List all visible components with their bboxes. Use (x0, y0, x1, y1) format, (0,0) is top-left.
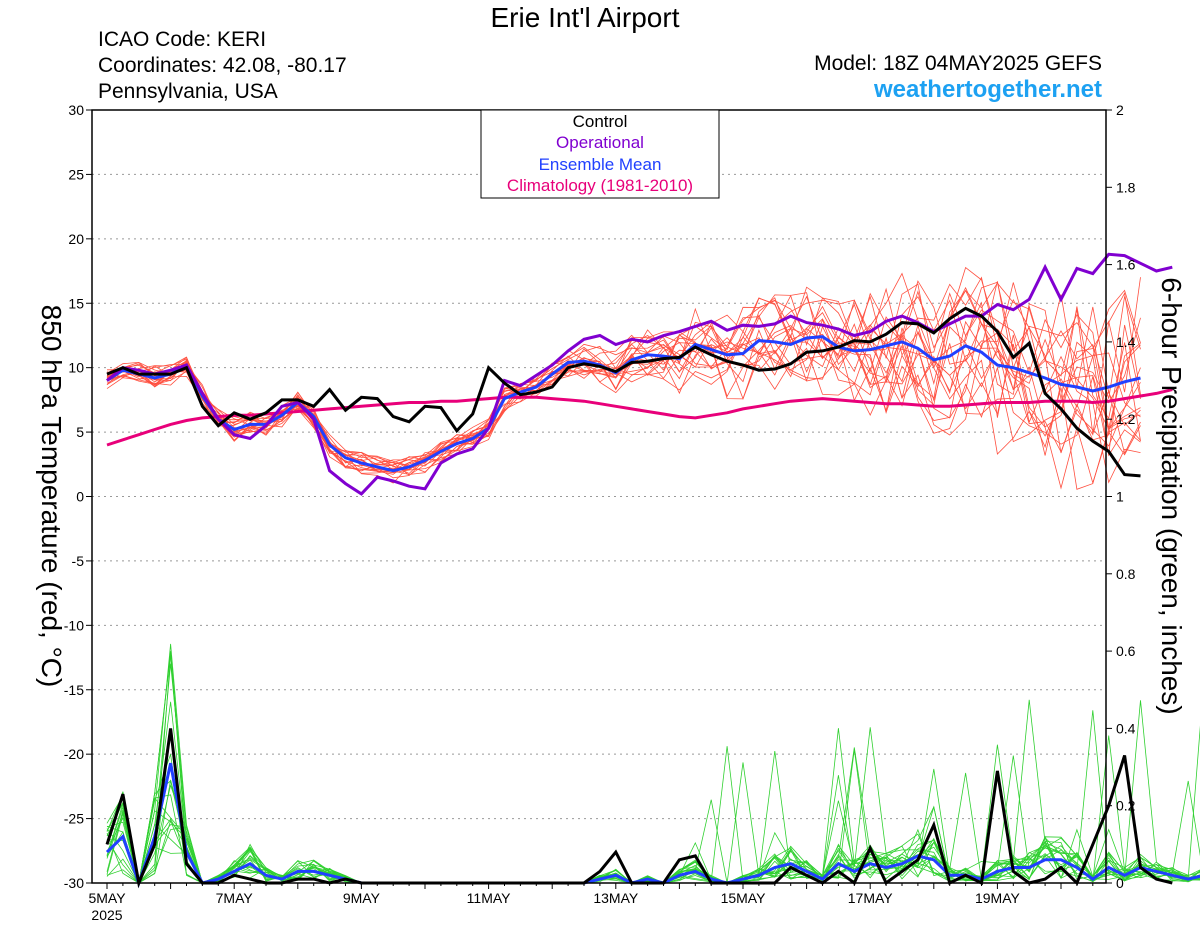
right-axis: 0 0.2 0.4 0.6 0.8 1 1.2 1.4 1.6 1.8 2 (1106, 102, 1136, 891)
precip-mean-line (105, 762, 1200, 888)
left-tick-label: -5 (72, 553, 85, 569)
left-tick-label: -20 (64, 746, 84, 762)
left-tick-label: 25 (68, 166, 84, 182)
left-tick-label: 20 (68, 231, 84, 247)
temp-member-line (106, 282, 1141, 474)
temp-control-line (106, 306, 1141, 478)
legend-climatology: Climatology (1981-2010) (507, 176, 693, 195)
x-tick-label: 17MAY (848, 890, 894, 906)
right-tick-label: 0.8 (1116, 566, 1136, 582)
right-tick-label: 0.6 (1116, 643, 1136, 659)
left-axis: -30 -25 -20 -15 -10 -5 0 5 10 15 20 25 30 (64, 102, 92, 891)
x-tick-label: 11MAY (467, 890, 511, 906)
precip-member-line (106, 650, 1200, 884)
left-tick-label: -25 (64, 811, 84, 827)
right-tick-label: 1.6 (1116, 257, 1136, 273)
x-tick-sublabel: 2025 (91, 907, 122, 923)
plot-frame (91, 109, 1107, 884)
x-tick-label: 19MAY (975, 890, 1021, 906)
left-tick-label: -15 (64, 682, 84, 698)
grid-lines (92, 173, 1106, 820)
icao-code: ICAO Code: KERI (98, 28, 267, 51)
temp-member-line (106, 294, 1141, 479)
right-tick-label: 2 (1116, 102, 1124, 118)
chart-title: Erie Int'l Airport (490, 2, 680, 33)
right-tick-label: 0.4 (1116, 720, 1136, 736)
precip-member-line (106, 653, 1200, 884)
legend-operational: Operational (556, 133, 644, 152)
left-tick-label: 5 (76, 424, 84, 440)
coordinates: Coordinates: 42.08, -80.17 (98, 54, 347, 77)
left-tick-label: 15 (68, 295, 84, 311)
precip-control-line (105, 728, 1173, 889)
temp-member-lines (106, 266, 1141, 490)
legend-control: Control (573, 112, 628, 131)
x-tick-label: 5MAY (88, 890, 126, 906)
y-right-label: 6-hour Precipitation (green, inches) (1156, 277, 1187, 714)
series-lines (105, 252, 1200, 889)
left-tick-label: 10 (68, 360, 84, 376)
right-tick-label: 0 (1116, 875, 1124, 891)
x-tick-label: 15MAY (721, 890, 767, 906)
precip-member-line (106, 654, 1200, 884)
precip-member-lines (106, 643, 1200, 885)
precip-member-line (106, 772, 1200, 885)
left-tick-label: 30 (68, 102, 84, 118)
region: Pennsylvania, USA (98, 80, 278, 103)
model-run: Model: 18Z 04MAY2025 GEFS (814, 52, 1102, 75)
precip-member-line (106, 794, 1200, 884)
x-tick-label: 13MAY (593, 890, 639, 906)
temp-member-line (106, 280, 1141, 476)
legend-box (480, 109, 720, 199)
site-link[interactable]: weathertogether.net (873, 76, 1102, 103)
right-tick-label: 1.2 (1116, 411, 1136, 427)
y-left-label: 850 hPa Temperature (red, °C) (36, 305, 67, 688)
temp-member-line (106, 287, 1141, 473)
right-tick-label: 1 (1116, 489, 1124, 505)
left-tick-label: -30 (64, 875, 84, 891)
left-tick-label: -10 (64, 617, 84, 633)
x-tick-label: 7MAY (216, 890, 254, 906)
legend: Control Operational Ensemble Mean Climat… (480, 109, 720, 199)
right-tick-label: 1.4 (1116, 334, 1136, 350)
operational-line (106, 252, 1173, 496)
left-tick-label: 0 (76, 489, 84, 505)
right-tick-label: 1.8 (1116, 179, 1136, 195)
right-tick-label: 0.2 (1116, 798, 1136, 814)
x-tick-label: 9MAY (343, 890, 381, 906)
legend-ensemble-mean: Ensemble Mean (539, 155, 662, 174)
